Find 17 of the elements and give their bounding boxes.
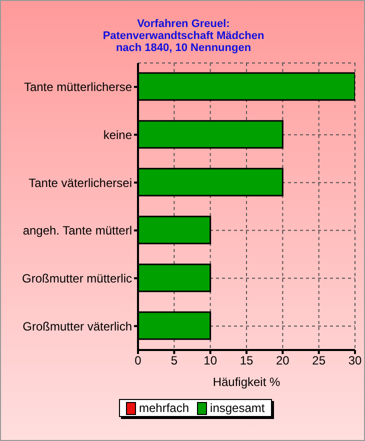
y-tick-label: Tante väterlichersei: [28, 176, 132, 190]
legend-label: insgesamt: [210, 401, 265, 415]
legend-label: mehrfach: [139, 401, 190, 415]
x-tick-label: 5: [170, 354, 178, 368]
y-tick-label: Großmutter mütterlic: [22, 272, 132, 286]
x-tick-label: 0: [134, 354, 142, 368]
x-axis-title: Häufigkeit %: [212, 375, 281, 389]
x-tick-label: 15: [240, 354, 254, 368]
y-tick-label: Großmutter väterlich: [22, 319, 132, 334]
y-tick-label: Tante mütterlicherse: [24, 80, 132, 94]
x-tick-label: 20: [276, 354, 290, 368]
x-tick-label: 10: [204, 354, 218, 368]
x-tick-label: 25: [312, 354, 326, 368]
chart-title: Vorfahren Greuel: Patenverwandtschaft Mädchen nach 1840, 10 Nennungen: [102, 18, 266, 54]
y-tick-label: keine: [103, 128, 132, 142]
y-tick-label: angeh. Tante mütterl: [22, 224, 132, 238]
x-tick-label: 30: [348, 354, 362, 368]
